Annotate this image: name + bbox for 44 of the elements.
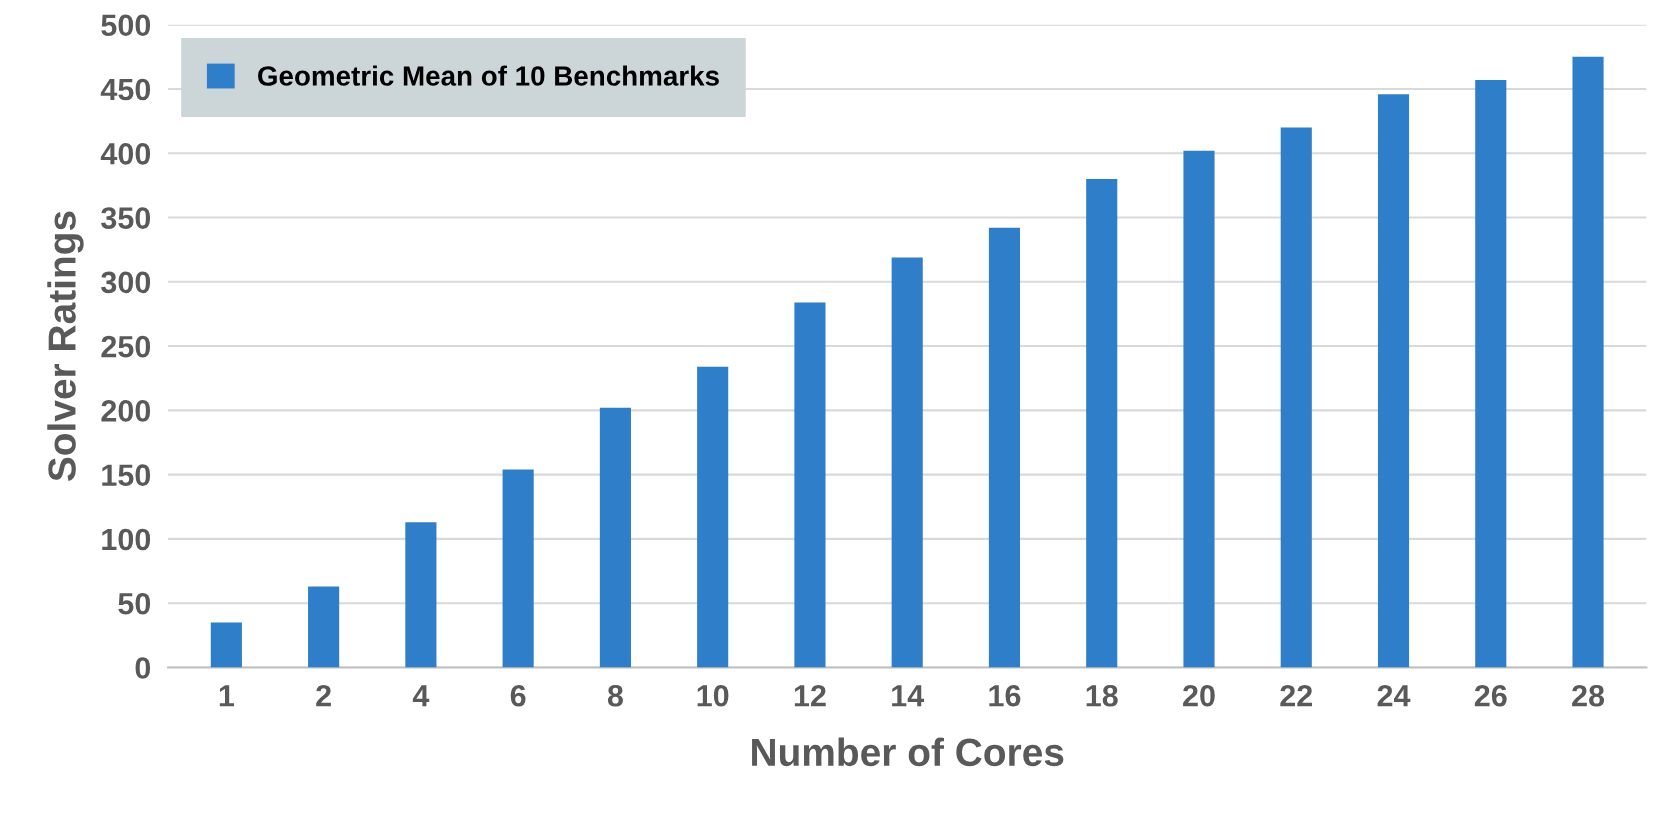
x-tick-label: 20 xyxy=(1183,684,1215,707)
bar xyxy=(1183,150,1215,668)
bar xyxy=(599,407,631,668)
x-tick-label: 2 xyxy=(316,684,331,707)
bar xyxy=(308,586,340,668)
y-tick-label: 200 xyxy=(101,400,151,422)
bar xyxy=(502,469,534,668)
x-tick-label: 10 xyxy=(697,684,729,707)
x-tick-label: 28 xyxy=(1572,684,1605,707)
bar xyxy=(891,257,923,668)
x-tick-label: 8 xyxy=(607,684,623,707)
x-tick-label: 1 xyxy=(219,685,234,707)
bar xyxy=(405,522,437,668)
bar xyxy=(1086,178,1118,668)
y-tick-label: 150 xyxy=(102,464,151,486)
y-tick-label: 450 xyxy=(100,78,151,101)
y-tick-label: 400 xyxy=(100,143,151,165)
bar xyxy=(1377,94,1410,668)
y-tick-label: 0 xyxy=(135,657,151,679)
y-tick-label: 500 xyxy=(101,14,151,37)
x-tick-label: 14 xyxy=(892,685,925,707)
bar xyxy=(697,366,729,668)
x-tick-label: 24 xyxy=(1377,684,1411,707)
y-axis-title: Solver Ratings xyxy=(47,211,84,482)
x-tick-label: 26 xyxy=(1474,684,1507,707)
bar xyxy=(1572,56,1604,668)
legend-label: Geometric Mean of 10 Benchmarks xyxy=(258,65,719,86)
y-tick-label: 100 xyxy=(102,528,151,551)
x-tick-label: 12 xyxy=(794,684,826,707)
x-tick-label: 18 xyxy=(1086,684,1118,707)
bar xyxy=(988,227,1021,668)
x-tick-label: 22 xyxy=(1280,684,1313,707)
x-axis-title: Number of Cores xyxy=(752,737,1064,767)
bar xyxy=(1280,127,1312,668)
bar xyxy=(1475,79,1507,668)
y-tick-label: 50 xyxy=(118,592,151,615)
x-tick-label: 4 xyxy=(412,685,430,707)
bar xyxy=(210,622,242,668)
y-tick-label: 350 xyxy=(101,207,151,229)
y-tick-label: 250 xyxy=(101,335,151,358)
x-tick-label: 16 xyxy=(989,684,1021,707)
y-tick-label: 300 xyxy=(101,271,151,294)
x-tick-label: 6 xyxy=(510,684,526,707)
bar xyxy=(794,302,826,668)
